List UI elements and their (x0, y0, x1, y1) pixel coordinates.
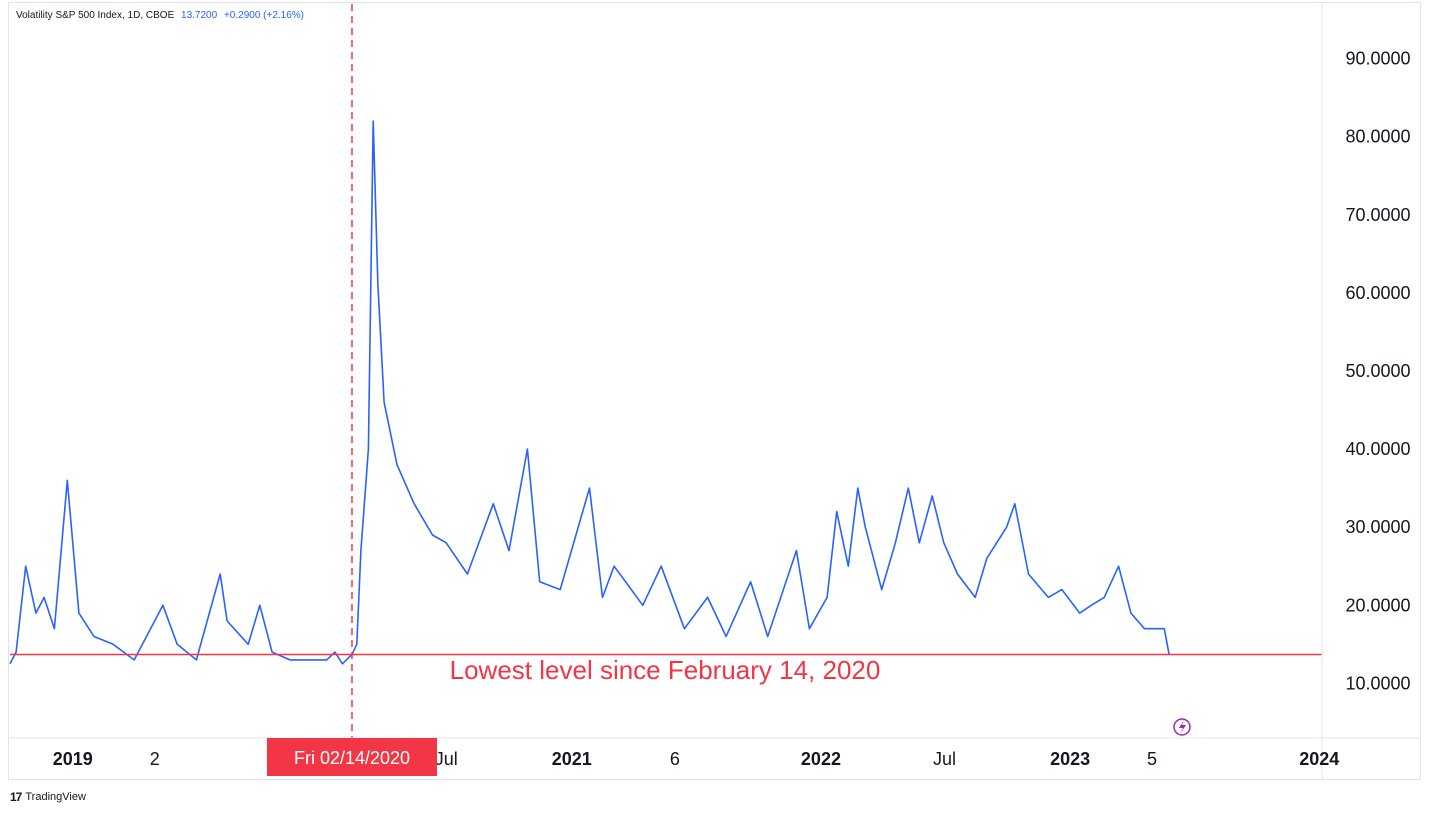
tradingview-brand: TradingView (25, 791, 86, 803)
overlay-layer: Lowest level since February 14, 2020 (10, 4, 1322, 738)
x-tick-label: 6 (670, 749, 680, 769)
vix-series-line (9, 120, 1170, 665)
tradingview-footer[interactable]: 17 TradingView (10, 790, 86, 804)
y-tick-label: 80.0000 (1345, 127, 1410, 147)
annotation-text: Lowest level since February 14, 2020 (450, 655, 881, 685)
x-tick-label: 5 (1147, 749, 1157, 769)
lightning-bolt-icon (1179, 720, 1186, 734)
x-tick-label: Jul (435, 749, 458, 769)
x-tick-label: 2019 (53, 749, 93, 769)
x-tick-label: 2023 (1050, 749, 1090, 769)
tradingview-logo-icon: 17 (10, 790, 22, 804)
price-change: +0.2900 (+2.16%) (223, 10, 305, 21)
y-tick-label: 90.0000 (1345, 49, 1410, 69)
plot-layer (9, 120, 1170, 665)
y-tick-label: 40.0000 (1345, 439, 1410, 459)
x-tick-label: Jul (933, 749, 956, 769)
last-value: 13.7200 (181, 10, 218, 21)
lightning-alert-icon[interactable] (1173, 718, 1191, 736)
x-tick-label: 2 (150, 749, 160, 769)
symbol-title: Volatility S&P 500 Index, 1D, CBOE (16, 10, 175, 21)
chart-frame (8, 2, 1421, 780)
y-tick-label: 60.0000 (1345, 283, 1410, 303)
x-tick-label: 2021 (552, 749, 592, 769)
symbol-header: Volatility S&P 500 Index, 1D, CBOE 13.72… (16, 10, 304, 21)
crosshair-date-badge (266, 738, 437, 776)
axis-layer: 90.0000 80.0000 70.0000 60.0000 50.0000 40.00… (10, 4, 1420, 780)
x-tick-label: 2024 (1299, 749, 1339, 769)
y-tick-label: 10.0000 (1345, 673, 1410, 693)
y-tick-label: 20.0000 (1345, 595, 1410, 615)
crosshair-date-label: Fri 02/14/2020 (294, 748, 410, 768)
y-tick-label: 70.0000 (1345, 205, 1410, 225)
y-tick-label: 50.0000 (1345, 361, 1410, 381)
x-tick-label: 2022 (801, 749, 841, 769)
y-tick-label: 30.0000 (1345, 517, 1410, 537)
